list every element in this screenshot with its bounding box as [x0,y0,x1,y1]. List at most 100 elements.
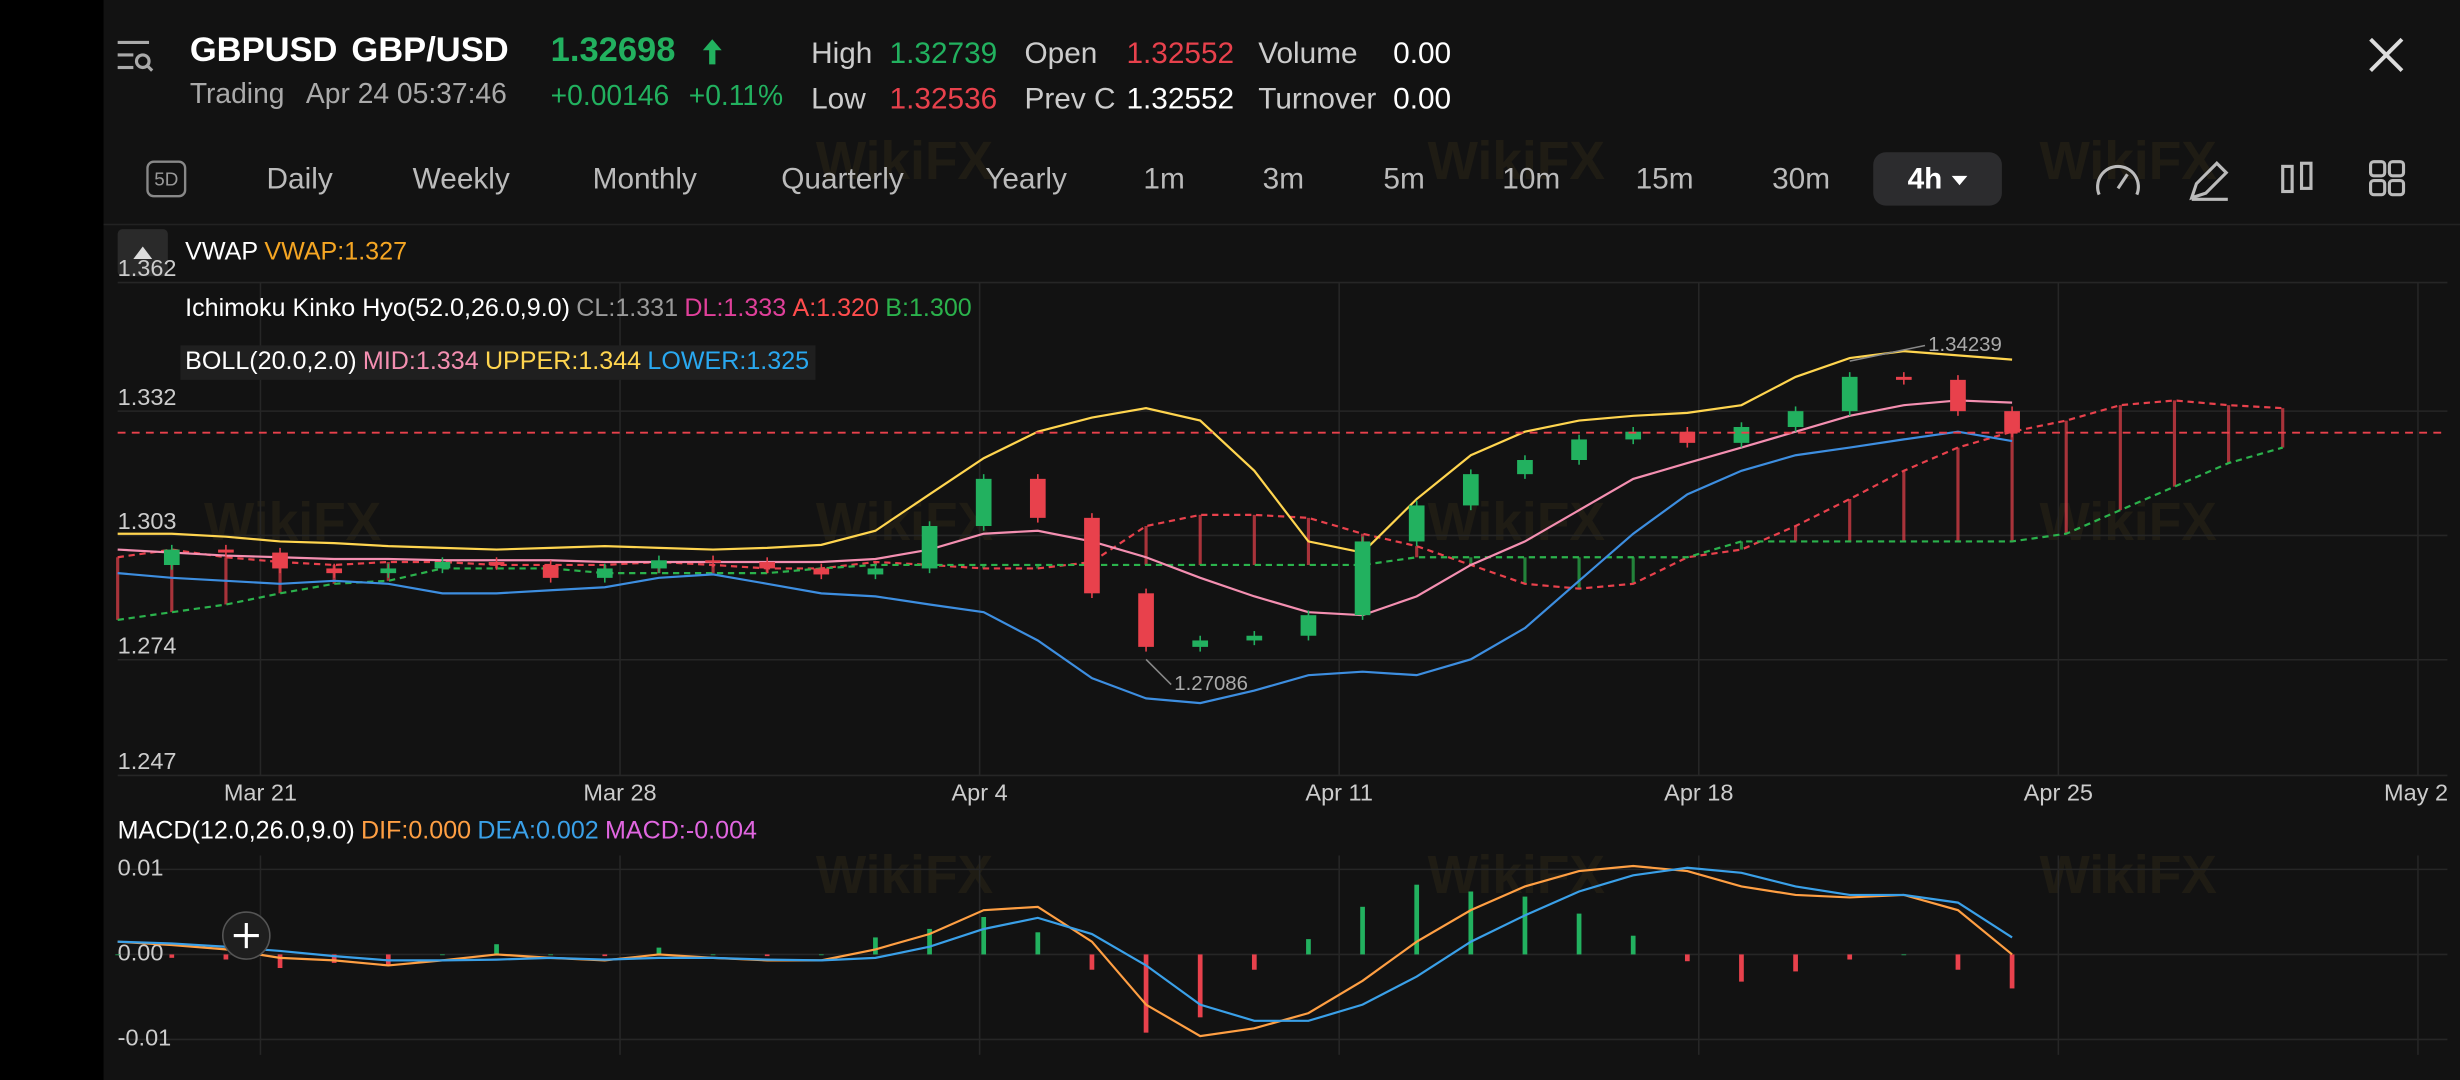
macd-bar [169,954,175,958]
period-tab[interactable]: 10m [1502,162,1560,195]
macd-bar [818,954,824,956]
period-tab[interactable]: 5m [1383,162,1424,195]
macd-bar [927,928,932,955]
period-tab[interactable]: Weekly [413,162,510,195]
y-tick-label: 1.362 [118,255,177,281]
legend-item: DEA:0.002 [477,817,598,845]
cloud-line-b [117,446,2284,621]
indicator-line [117,430,2013,705]
gauge-icon[interactable] [2096,164,2140,196]
macd-bar [1955,954,1961,970]
candle [488,562,505,566]
legend-item: UPPER:1.344 [485,347,641,375]
low-label: 1.27086 [1174,673,1248,695]
macd-bar [1468,891,1474,955]
watermark: WikiFX [1428,132,1606,191]
macd-bar [331,954,337,963]
symbol-name: GBP/USD [351,31,508,69]
candle [1625,431,1642,440]
macd-bar [1576,913,1582,955]
period-tab[interactable]: Yearly [985,162,1067,195]
legend-item: A:1.320 [792,294,878,322]
x-tick-label: Mar 28 [583,780,656,806]
indicator-line [117,399,2013,617]
watermark: WikiFX [816,493,994,552]
low-leader [1145,658,1172,686]
macd-bar [710,954,716,956]
candle [705,560,721,563]
candle [218,549,234,553]
watermark: WikiFX [204,493,382,552]
period-tab[interactable]: Daily [267,162,333,195]
candle [1841,376,1858,412]
x-tick-label: Apr 11 [1305,780,1373,806]
change: +0.00146 [551,79,670,111]
period-tab[interactable]: 30m [1772,162,1830,195]
dropdown-caret [1951,175,1968,186]
stat-label: Open [1024,37,1097,70]
badge: 5D [154,168,178,189]
watermark: WikiFX [2040,846,2218,905]
macd-bar [1522,896,1528,955]
price: 1.32698 [551,31,676,69]
stat-label: Turnover [1258,82,1376,115]
candle [1029,478,1046,518]
change-pct: +0.11% [689,79,783,111]
draw-icon[interactable] [2189,161,2229,201]
time: Apr 24 05:37:46 [306,77,507,109]
stat-value: 1.32536 [890,82,998,115]
period-tab[interactable]: 4h [1908,162,1943,195]
candle [380,568,397,574]
candle [759,562,776,569]
macd-bar [656,947,662,955]
candle [1895,376,1912,380]
candle [1300,615,1317,636]
macd-bar [873,937,878,955]
high-label: 1.34239 [1928,334,2002,356]
badge-box[interactable] [146,160,187,198]
macd-bar [1035,932,1041,955]
candle [1462,474,1479,506]
y-tick-label: -0.01 [118,1025,172,1051]
macd-bar [548,954,554,956]
candle [1950,379,1966,412]
macd-bar [1793,954,1798,972]
stats: High 1.32739 Open 1.32552 Volume 0.00 Low 1.325… [811,37,1451,116]
period-tab[interactable]: Monthly [593,162,697,195]
macd-bar [1089,954,1095,970]
candle-icon[interactable] [2281,164,2294,194]
stat-label: Low [811,82,866,115]
period-tab[interactable]: 15m [1636,162,1694,195]
macd-bar [1684,954,1690,962]
candle [1787,411,1804,428]
up-arrow [702,39,722,65]
y-tick-label: 1.247 [118,748,177,774]
macd-bar [1901,954,1907,956]
candle [867,568,884,575]
app-area [103,0,2460,1080]
period-tabs: Daily Weekly Monthly Quarterly Yearly 1m 3m 5m 1… [267,152,2002,206]
legend-title: VWAP [185,237,258,265]
period-tab[interactable]: 1m [1143,162,1184,195]
legend-item: CL:1.331 [576,294,678,322]
period-tab[interactable]: Quarterly [781,162,904,195]
indicator-line [117,350,2013,554]
watermark: WikiFX [816,846,994,905]
legend-title: Ichimoku Kinko Hyo(52.0,26.0,9.0) [185,294,570,322]
symbol: GBPUSD [190,31,338,69]
candle [542,565,559,578]
legend-item: MACD:-0.004 [605,817,757,845]
candle [272,552,288,569]
macd-bar [440,954,445,956]
watermark: WikiFX [2040,493,2218,552]
grid-icon[interactable] [2369,160,2387,178]
legend-title: BOLL(20.0,2.0) [185,347,357,375]
watermark: WikiFX [1428,493,1606,552]
crosshair-button[interactable] [221,911,271,960]
close-button[interactable] [2369,37,2404,73]
menu-button[interactable] [117,40,154,72]
macd-bar [1306,939,1311,955]
period-tab[interactable]: 3m [1263,162,1304,195]
candle [1138,593,1154,647]
y-tick-label: 0.01 [118,855,164,881]
